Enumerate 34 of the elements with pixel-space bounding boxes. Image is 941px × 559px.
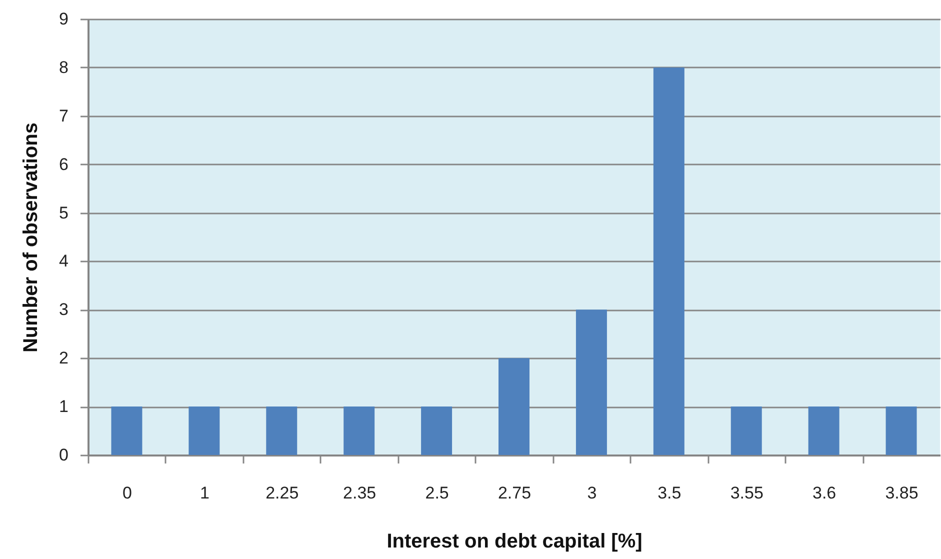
x-tick-label: 1 xyxy=(200,484,210,502)
x-tick-label: 3.85 xyxy=(885,484,918,502)
bar xyxy=(266,406,298,455)
x-axis-title: Interest on debt capital [%] xyxy=(386,530,642,552)
bar xyxy=(808,406,840,455)
x-tick-label: 2.5 xyxy=(425,484,449,502)
y-tick-label: 3 xyxy=(59,300,68,320)
bar xyxy=(421,406,452,455)
bar xyxy=(498,358,530,455)
x-tick-label: 2.35 xyxy=(343,484,376,502)
bar xyxy=(344,406,375,455)
y-tick-label: 6 xyxy=(59,154,68,174)
x-tick-label: 3.5 xyxy=(658,484,682,502)
y-tick-label: 2 xyxy=(59,348,68,368)
bar xyxy=(653,67,684,455)
bar xyxy=(730,406,762,455)
y-tick-label: 7 xyxy=(59,106,68,126)
x-tick-label: 3.6 xyxy=(812,484,836,502)
bar xyxy=(188,406,220,455)
y-tick-label: 1 xyxy=(59,397,68,416)
bar xyxy=(886,406,917,455)
x-tick-label: 2.75 xyxy=(498,484,532,502)
y-tick-label: 8 xyxy=(59,58,68,77)
y-tick-label: 9 xyxy=(59,10,68,28)
bar xyxy=(576,310,607,455)
x-tick-label: 3.55 xyxy=(730,484,764,502)
y-tick-label: 5 xyxy=(59,203,68,222)
x-tick-label: 2.25 xyxy=(266,484,299,502)
bar xyxy=(111,406,142,455)
x-tick-label: 0 xyxy=(122,484,132,502)
y-tick-label: 0 xyxy=(59,446,68,464)
y-tick-label: 4 xyxy=(59,252,68,271)
x-tick-label: 3 xyxy=(587,484,597,502)
y-axis-title: Number of observations xyxy=(20,122,42,353)
